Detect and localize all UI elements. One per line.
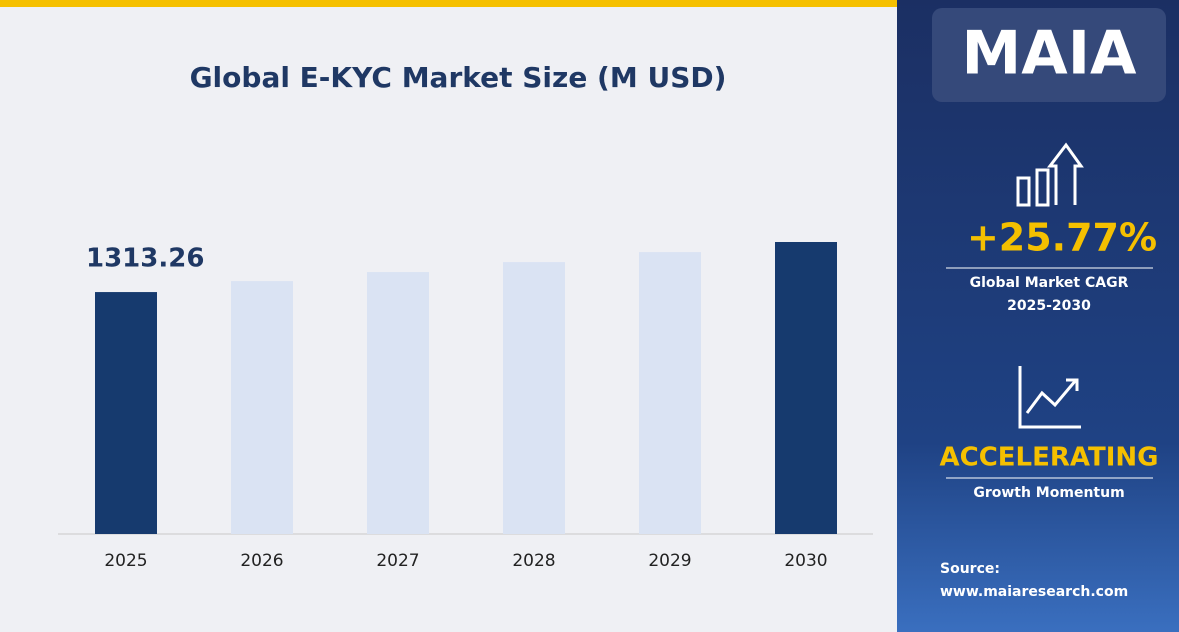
top-stripe <box>0 0 897 7</box>
trend-icon <box>1018 366 1081 429</box>
x-tick-label: 2029 <box>648 551 691 571</box>
x-tick-label: 2027 <box>376 551 419 571</box>
cagr-value: +25.77% <box>967 216 1157 260</box>
x-tick-label: 2026 <box>240 551 283 571</box>
trend-value: ACCELERATING <box>939 443 1158 473</box>
x-tick-label: 2025 <box>104 551 147 571</box>
side-panel <box>897 0 1179 632</box>
chart-title: Global E-KYC Market Size (M USD) <box>190 61 727 94</box>
x-tick-label: 2028 <box>512 551 555 571</box>
bar <box>775 242 837 534</box>
x-tick-label: 2030 <box>784 551 827 571</box>
value-label: 1313.26 <box>86 244 204 274</box>
source-label: Source: <box>940 561 1000 577</box>
bar <box>95 292 157 534</box>
growth-icon <box>1016 142 1084 207</box>
bar <box>231 281 293 534</box>
trend-label: Growth Momentum <box>973 485 1124 501</box>
cagr-period: 2025-2030 <box>1007 298 1091 314</box>
logo: MAIA <box>962 19 1137 89</box>
logo-box <box>932 8 1166 102</box>
bar <box>503 262 565 534</box>
bar <box>639 252 701 534</box>
cagr-label: Global Market CAGR <box>970 275 1129 291</box>
bar <box>367 272 429 534</box>
source-url: www.maiaresearch.com <box>940 584 1128 600</box>
